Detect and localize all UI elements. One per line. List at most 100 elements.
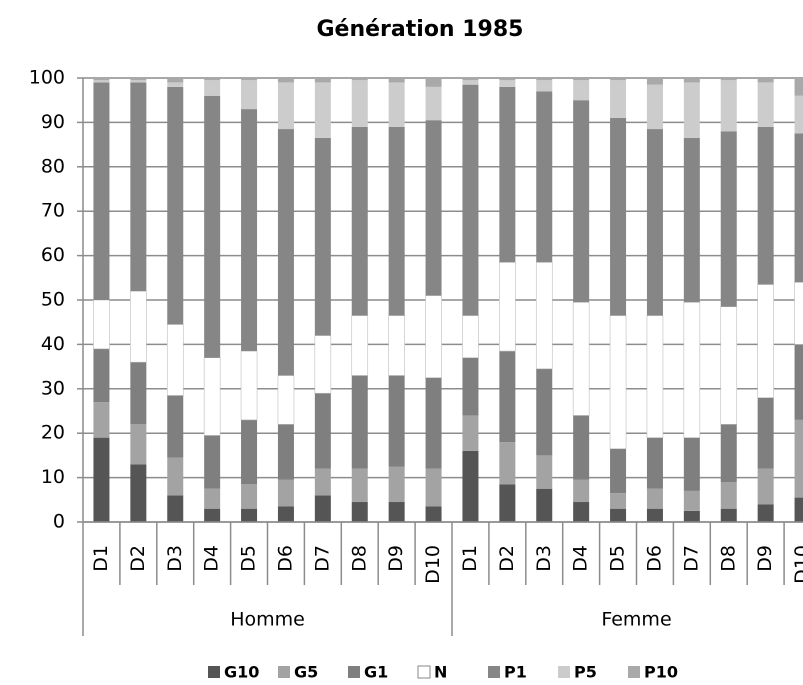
bar-segment bbox=[794, 95, 803, 134]
bar-segment bbox=[241, 419, 258, 485]
bar-segment bbox=[167, 78, 184, 83]
bar-segment bbox=[536, 455, 553, 489]
bar-segment bbox=[130, 290, 147, 363]
legend-swatch bbox=[348, 666, 360, 678]
bar-segment bbox=[462, 315, 479, 359]
bar-segment bbox=[93, 82, 110, 300]
bar-segment bbox=[499, 78, 516, 81]
bar-segment bbox=[204, 508, 221, 522]
bar-segment bbox=[499, 484, 516, 522]
bar-segment bbox=[351, 375, 368, 469]
bar-segment bbox=[499, 442, 516, 485]
bar-segment bbox=[573, 502, 590, 522]
bar-segment bbox=[314, 78, 331, 83]
bar-segment bbox=[277, 82, 294, 130]
group-label: Femme bbox=[601, 609, 671, 631]
bar-segment bbox=[499, 261, 516, 352]
bar-segment bbox=[203, 357, 221, 436]
bar-segment bbox=[720, 131, 737, 307]
bar-segment bbox=[277, 129, 294, 376]
bar-segment bbox=[794, 497, 803, 522]
legend-swatch bbox=[628, 666, 640, 678]
bar-segment bbox=[794, 78, 803, 96]
bar-segment bbox=[93, 80, 110, 83]
bar-segment bbox=[167, 495, 184, 522]
bar-segment bbox=[130, 464, 147, 522]
y-tick-label: 20 bbox=[41, 422, 65, 444]
bar-segment bbox=[130, 362, 147, 425]
bar-segment bbox=[757, 284, 774, 398]
bar-segment bbox=[610, 448, 627, 494]
bar-segment bbox=[572, 301, 590, 416]
y-tick-label: 80 bbox=[41, 155, 65, 177]
bar-segment bbox=[93, 348, 110, 403]
y-tick-label: 50 bbox=[41, 289, 65, 311]
bar-segment bbox=[166, 324, 184, 396]
bar-segment bbox=[277, 479, 294, 507]
bar-segment bbox=[241, 508, 258, 522]
legend-swatch bbox=[558, 666, 570, 678]
bar-segment bbox=[757, 126, 774, 285]
x-tick-label: D7 bbox=[680, 545, 702, 572]
bar-segment bbox=[241, 80, 258, 110]
y-tick-label: 100 bbox=[29, 67, 65, 89]
x-tick-label: D10 bbox=[422, 545, 444, 584]
x-tick-label: D8 bbox=[348, 545, 370, 572]
legend-label: G1 bbox=[364, 663, 388, 682]
bar-segment bbox=[683, 82, 700, 138]
y-tick-label: 10 bbox=[41, 466, 65, 488]
y-tick-label: 60 bbox=[41, 244, 65, 266]
bar-segment bbox=[314, 82, 331, 138]
y-tick-label: 30 bbox=[41, 377, 65, 399]
bar-segment bbox=[536, 91, 553, 263]
x-tick-label: D9 bbox=[754, 545, 776, 572]
bar-segment bbox=[93, 437, 110, 522]
bar-segment bbox=[240, 350, 258, 421]
bar-segment bbox=[425, 506, 442, 522]
bar-segment bbox=[462, 80, 479, 85]
bar-segment bbox=[241, 78, 258, 81]
bar-segment bbox=[277, 78, 294, 83]
bar-segment bbox=[683, 137, 700, 303]
bar-segment bbox=[277, 506, 294, 522]
x-tick-label: D7 bbox=[311, 545, 333, 572]
legend-label: G10 bbox=[224, 663, 259, 682]
bar-segment bbox=[499, 86, 516, 263]
y-tick-label: 0 bbox=[53, 511, 65, 533]
bar-segment bbox=[610, 493, 627, 509]
bar-segment bbox=[794, 419, 803, 498]
bar-segment bbox=[646, 508, 663, 522]
legend-label: P5 bbox=[574, 663, 597, 682]
bar-segment bbox=[425, 377, 442, 469]
bar-segment bbox=[351, 315, 369, 376]
bar-segment bbox=[610, 117, 627, 316]
x-tick-label: D1 bbox=[90, 545, 112, 572]
bar-segment bbox=[167, 395, 184, 458]
bar-segment bbox=[388, 502, 405, 522]
bar-segment bbox=[646, 129, 663, 316]
bar-segment bbox=[573, 100, 590, 303]
bar-segment bbox=[536, 488, 553, 522]
group-label: Homme bbox=[230, 609, 305, 631]
bar-segment bbox=[499, 80, 516, 87]
bar-segment bbox=[314, 393, 331, 469]
bar-segment bbox=[720, 306, 738, 425]
legend-swatch bbox=[488, 666, 500, 678]
y-tick-label: 90 bbox=[41, 111, 65, 133]
bar-segment bbox=[536, 78, 553, 81]
bar-segment bbox=[794, 344, 803, 420]
bar-segment bbox=[388, 78, 405, 83]
bar-segment bbox=[609, 315, 627, 450]
bar-segment bbox=[425, 295, 442, 378]
bar-segment bbox=[757, 78, 774, 83]
bar-segment bbox=[646, 488, 663, 509]
bar-segment bbox=[462, 84, 479, 316]
bar-segment bbox=[93, 402, 110, 438]
bar-segment bbox=[794, 133, 803, 283]
bar-segment bbox=[351, 126, 368, 316]
bar-segment bbox=[388, 315, 405, 376]
bar-segment bbox=[167, 82, 184, 87]
bar-segment bbox=[425, 78, 442, 87]
x-tick-label: D10 bbox=[791, 545, 803, 584]
bar-segment bbox=[130, 424, 147, 465]
